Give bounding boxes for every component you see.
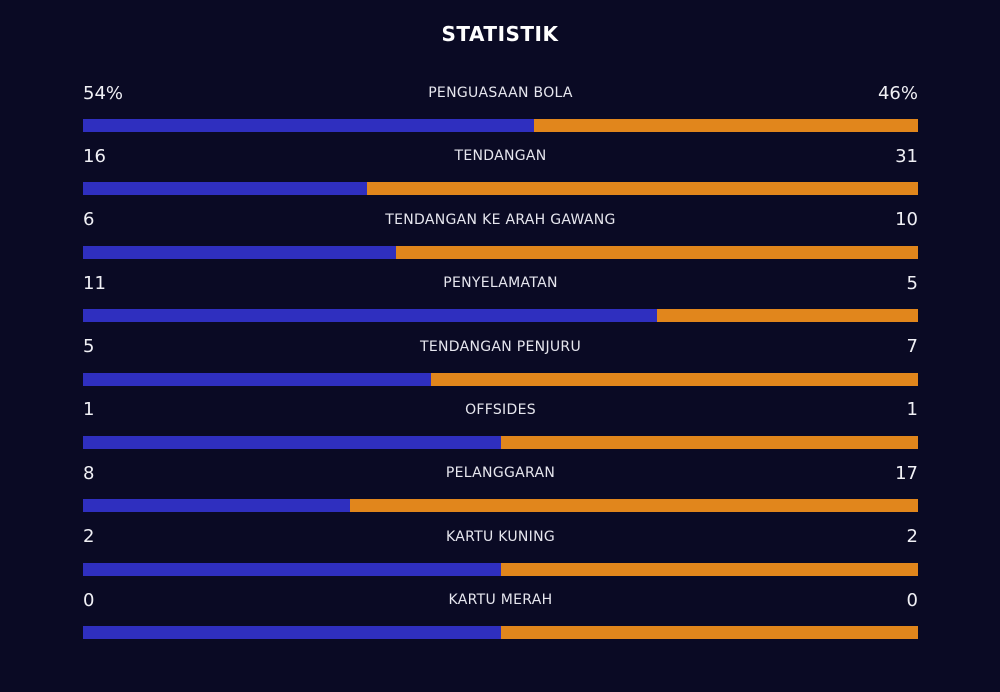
stat-label: TENDANGAN PENJURU	[419, 338, 581, 355]
home-value: 54%	[83, 82, 124, 104]
comparison-bar	[83, 562, 918, 576]
home-bar-segment	[83, 309, 658, 323]
home-bar-segment	[83, 626, 501, 640]
away-bar-segment	[396, 245, 918, 259]
comparison-bar	[83, 309, 918, 323]
home-bar-segment	[83, 499, 351, 513]
stat-row-header: 1 OFFSIDES 1	[83, 397, 918, 423]
stat-row-shots-on-target: 6 TENDANGAN KE ARAH GAWANG 10	[83, 207, 918, 270]
comparison-bar	[83, 435, 918, 449]
stat-label: KARTU KUNING	[445, 528, 556, 545]
comparison-bar	[83, 626, 918, 640]
home-value: 2	[83, 526, 95, 548]
stats-list: 54% PENGUASAAN BOLA 46% 16 TENDANGAN 31 …	[83, 80, 918, 651]
stat-label: PENYELAMATAN	[443, 275, 558, 292]
away-bar-segment	[657, 309, 918, 323]
away-bar-segment	[500, 562, 918, 576]
stat-label: PENGUASAAN BOLA	[428, 85, 573, 101]
stat-row-possession: 54% PENGUASAAN BOLA 46%	[83, 80, 918, 143]
away-value: 2	[906, 526, 918, 548]
stat-label: OFFSIDES	[465, 401, 536, 418]
stat-row-corners: 5 TENDANGAN PENJURU 7	[83, 334, 918, 397]
home-value: 8	[83, 462, 95, 484]
home-value: 11	[83, 272, 106, 294]
stat-row-header: 11 PENYELAMATAN 5	[83, 270, 918, 296]
away-value: 17	[895, 462, 918, 484]
stat-label: TENDANGAN	[454, 148, 547, 165]
stat-row-fouls: 8 PELANGGARAN 17	[83, 460, 918, 523]
stat-row-header: 6 TENDANGAN KE ARAH GAWANG 10	[83, 207, 918, 233]
comparison-bar	[83, 182, 918, 196]
away-bar-segment	[500, 435, 918, 449]
away-value: 1	[906, 399, 918, 421]
away-bar-segment	[367, 182, 918, 196]
stat-row-header: 2 KARTU KUNING 2	[83, 524, 918, 550]
home-bar-segment	[83, 182, 368, 196]
comparison-bar	[83, 245, 918, 259]
away-value: 7	[906, 336, 918, 358]
stat-row-shots: 16 TENDANGAN 31	[83, 143, 918, 206]
home-bar-segment	[83, 435, 501, 449]
away-bar-segment	[350, 499, 918, 513]
stat-label: KARTU MERAH	[448, 592, 553, 609]
home-value: 5	[83, 336, 95, 358]
stat-row-yellow-cards: 2 KARTU KUNING 2	[83, 524, 918, 587]
stat-row-header: 54% PENGUASAAN BOLA 46%	[83, 80, 918, 106]
home-value: 6	[83, 209, 95, 231]
home-bar-segment	[83, 562, 501, 576]
home-bar-segment	[83, 119, 534, 132]
stat-row-saves: 11 PENYELAMATAN 5	[83, 270, 918, 333]
away-value: 5	[906, 272, 918, 294]
home-value: 1	[83, 399, 95, 421]
stat-label: PELANGGARAN	[445, 465, 556, 482]
comparison-bar	[83, 499, 918, 513]
away-bar-segment	[533, 119, 918, 132]
stat-row-header: 8 PELANGGARAN 17	[83, 460, 918, 486]
comparison-bar	[83, 119, 918, 132]
away-value: 46%	[877, 82, 918, 104]
stat-row-offsides: 1 OFFSIDES 1	[83, 397, 918, 460]
home-value: 0	[83, 589, 95, 611]
home-value: 16	[83, 145, 106, 167]
home-bar-segment	[83, 372, 431, 386]
away-value: 10	[895, 209, 918, 231]
comparison-bar	[83, 372, 918, 386]
away-value: 0	[906, 589, 918, 611]
away-value: 31	[895, 145, 918, 167]
away-bar-segment	[430, 372, 918, 386]
stat-row-red-cards: 0 KARTU MERAH 0	[83, 587, 918, 650]
page-title: STATISTIK	[441, 22, 559, 46]
stat-row-header: 0 KARTU MERAH 0	[83, 587, 918, 613]
away-bar-segment	[500, 626, 918, 640]
stat-label: TENDANGAN KE ARAH GAWANG	[385, 211, 616, 228]
stat-row-header: 16 TENDANGAN 31	[83, 143, 918, 169]
stat-row-header: 5 TENDANGAN PENJURU 7	[83, 334, 918, 360]
home-bar-segment	[83, 245, 397, 259]
